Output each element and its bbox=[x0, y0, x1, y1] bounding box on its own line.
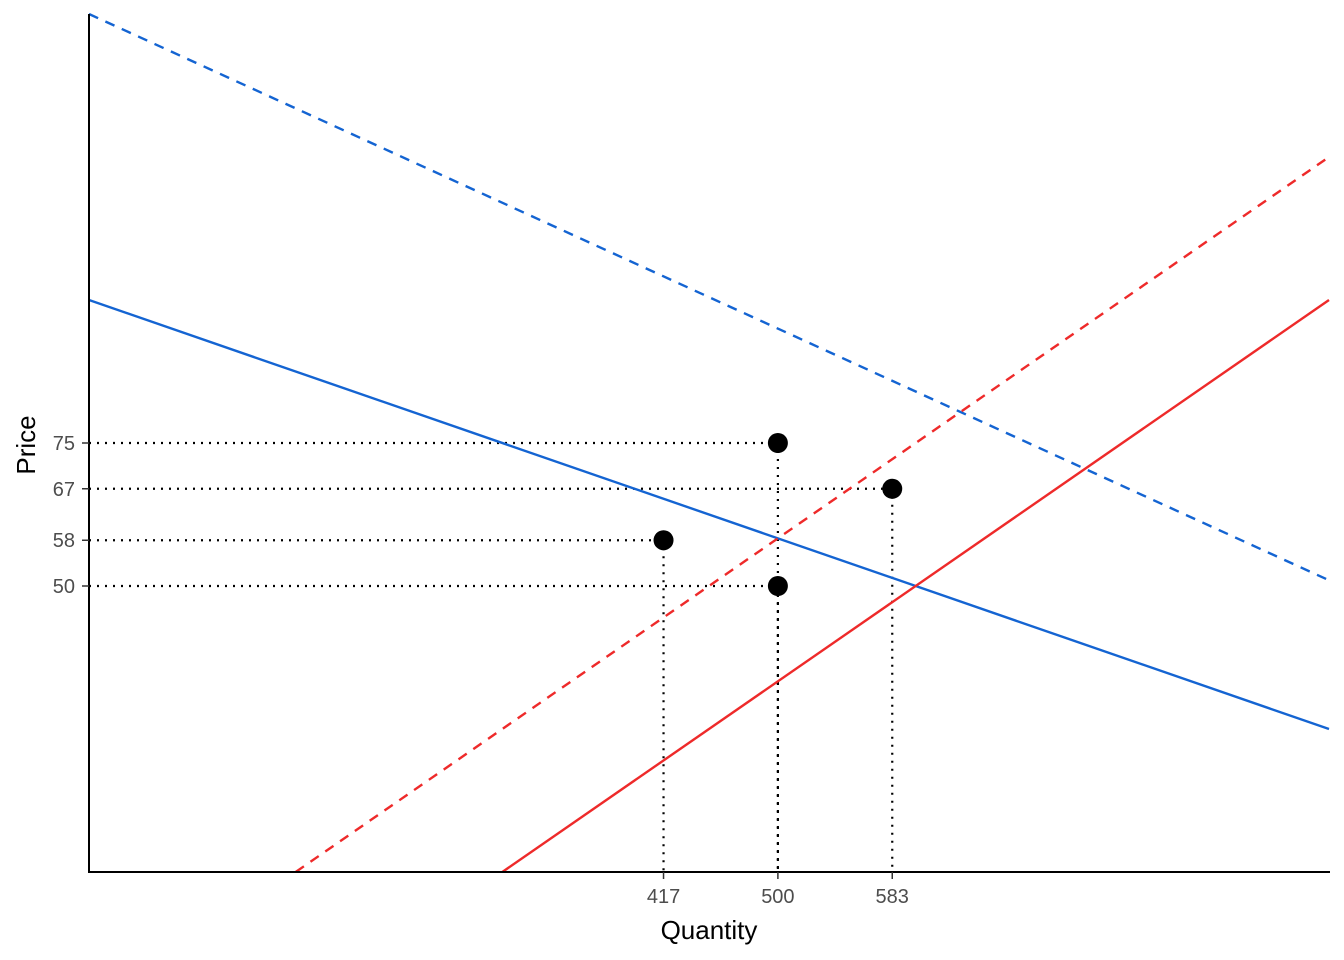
curve-0-solid bbox=[88, 298, 1330, 731]
y-tick-label-0: 50 bbox=[53, 576, 75, 598]
x-tick-label-1: 500 bbox=[761, 886, 794, 908]
curve-3-dashed bbox=[294, 156, 1330, 873]
ticks: 417 500 583 50 58 67 75 bbox=[53, 433, 909, 908]
equilibrium-point-2 bbox=[653, 530, 674, 551]
guide-lines bbox=[89, 441, 894, 872]
curves bbox=[88, 12, 1330, 873]
equilibrium-point-0 bbox=[767, 433, 788, 453]
curve-1-dashed bbox=[88, 12, 1330, 582]
curve-2-solid bbox=[501, 299, 1330, 873]
y-tick-label-2: 67 bbox=[53, 479, 75, 501]
equilibrium-point-1 bbox=[882, 478, 903, 499]
y-tick-label-1: 58 bbox=[53, 530, 75, 552]
equilibrium-point-3 bbox=[767, 576, 788, 596]
x-tick-label-0: 417 bbox=[647, 886, 680, 908]
y-axis-title: Price bbox=[11, 415, 41, 474]
equilibrium-points bbox=[653, 433, 903, 596]
x-tick-label-2: 583 bbox=[876, 886, 909, 908]
y-tick-label-3: 75 bbox=[53, 433, 75, 455]
x-axis-title: Quantity bbox=[661, 915, 758, 945]
